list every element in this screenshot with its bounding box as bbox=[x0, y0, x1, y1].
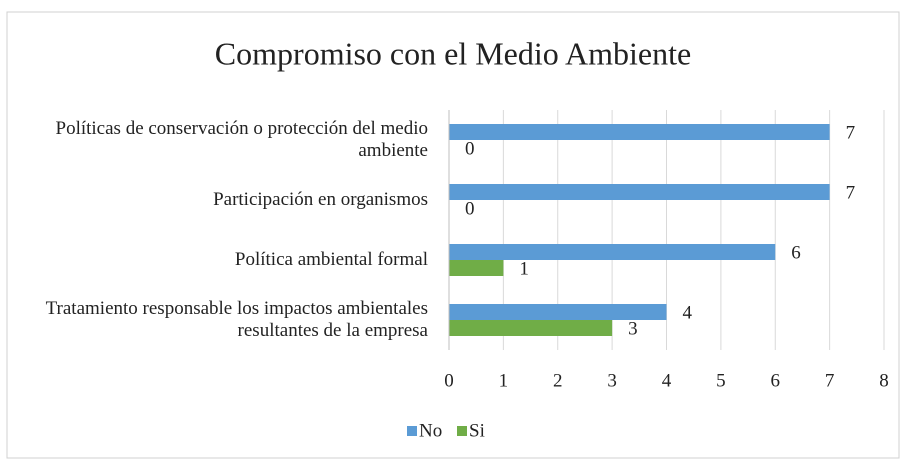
value-label: 1 bbox=[519, 258, 529, 279]
x-tick-label: 1 bbox=[499, 370, 509, 391]
bar bbox=[449, 184, 830, 200]
bar bbox=[449, 260, 504, 276]
legend-label: No bbox=[419, 420, 442, 441]
value-label: 0 bbox=[465, 138, 475, 159]
value-label: 7 bbox=[846, 182, 856, 203]
legend-swatch bbox=[457, 426, 467, 436]
bar bbox=[449, 304, 667, 320]
value-label: 3 bbox=[628, 318, 638, 339]
x-tick-label: 2 bbox=[553, 370, 563, 391]
legend-swatch bbox=[407, 426, 417, 436]
y-tick-label: Participación en organismos bbox=[213, 189, 428, 210]
bar bbox=[449, 244, 776, 260]
y-tick-label: Políticas de conservación o protección d… bbox=[55, 118, 429, 161]
x-tick-label: 6 bbox=[771, 370, 781, 391]
value-label: 4 bbox=[683, 302, 693, 323]
x-tick-label: 0 bbox=[444, 370, 454, 391]
bar bbox=[449, 124, 830, 140]
x-tick-label: 4 bbox=[662, 370, 672, 391]
x-tick-label: 5 bbox=[716, 370, 726, 391]
bar bbox=[449, 320, 613, 336]
x-tick-label: 8 bbox=[879, 370, 889, 391]
y-tick-label: Política ambiental formal bbox=[234, 249, 428, 270]
value-label: 6 bbox=[791, 242, 801, 263]
value-label: 0 bbox=[465, 198, 475, 219]
chart-title: Compromiso con el Medio Ambiente bbox=[215, 35, 691, 71]
chart-border bbox=[6, 11, 900, 459]
x-tick-label: 7 bbox=[825, 370, 835, 391]
legend-label: Si bbox=[469, 420, 485, 441]
value-label: 7 bbox=[846, 122, 856, 143]
x-tick-label: 3 bbox=[607, 370, 617, 391]
y-tick-label: Tratamiento responsable los impactos amb… bbox=[45, 298, 428, 341]
